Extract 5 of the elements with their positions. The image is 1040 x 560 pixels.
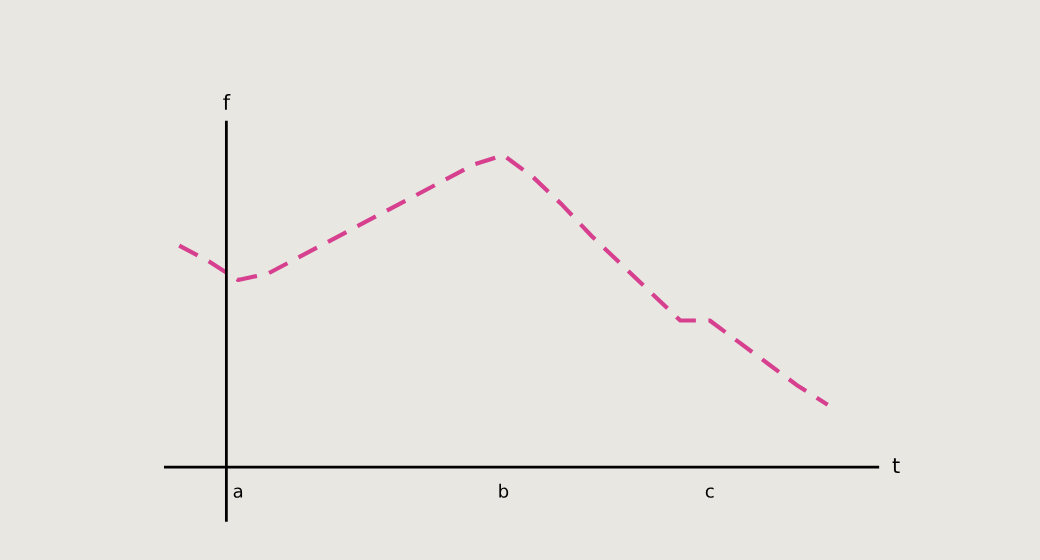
x-axis-title: t — [892, 458, 900, 473]
y-axis-title: f — [223, 93, 231, 110]
x-tick-label: c — [705, 487, 714, 498]
x-tick-label: b — [499, 483, 509, 498]
x-tick-label: a — [233, 487, 243, 498]
